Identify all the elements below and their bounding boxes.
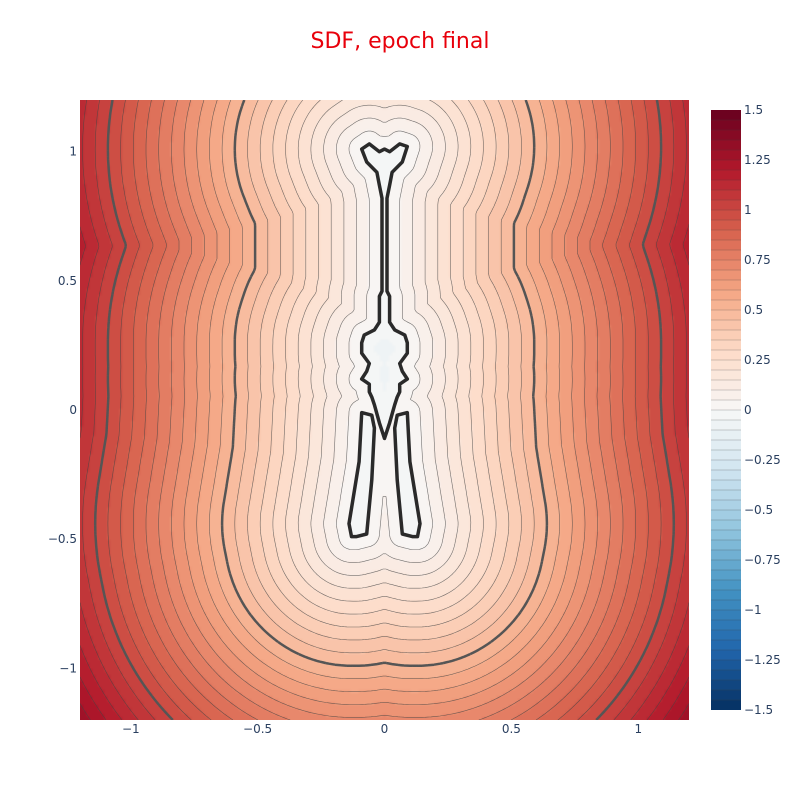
colorbar-tick-label: −0.75 (744, 553, 781, 567)
zero-level-contour (347, 410, 377, 539)
contour-line (272, 100, 497, 615)
colorbar-tick-label: 1.5 (744, 103, 763, 117)
y-tick-label: 1 (69, 145, 77, 159)
colorbar-tick-label: −0.5 (744, 503, 773, 517)
colorbar-tick-label: −1.5 (744, 703, 773, 717)
contour-line (336, 130, 433, 550)
colorbar-tick-label: −0.25 (744, 453, 781, 467)
colorbar-tick-label: −1 (744, 603, 762, 617)
contour-line (259, 100, 510, 628)
colorbar: 1.5 1.25 1 0.75 0.5 0.25 0 −0.25 −0.5 −0.75 −1 −1.2… (711, 103, 781, 717)
contour-line (158, 100, 611, 720)
y-tick-label: 0.5 (58, 274, 77, 288)
plot-area (80, 100, 689, 720)
contour-line (196, 100, 573, 692)
contour-line (80, 100, 689, 720)
colorbar-tick-label: 0.75 (744, 253, 771, 267)
y-tick-label: −1 (59, 661, 77, 675)
contour-line (120, 100, 649, 720)
contour-line (93, 100, 676, 720)
contour-line (80, 224, 689, 720)
colorbar-tick-label: 1.25 (744, 153, 771, 167)
contour-line (80, 676, 689, 720)
x-tick-label: −0.5 (243, 722, 272, 736)
contour-line (234, 100, 535, 654)
contour-line (171, 100, 598, 718)
contour-line (80, 703, 689, 720)
x-tick-label: 0 (381, 722, 389, 736)
colorbar-tick-label: 0.5 (744, 303, 763, 317)
colorbar-level-lines (711, 119, 741, 701)
x-tick-label: 1 (634, 722, 642, 736)
x-axis: −1 −0.5 0 0.5 1 (122, 722, 642, 736)
contour-line (285, 100, 484, 602)
contour-line (82, 100, 687, 720)
sdf-heatmap (80, 100, 689, 720)
zero-level-contour (392, 410, 422, 539)
contour-line (209, 100, 560, 679)
contour-line (183, 100, 586, 705)
contour-line (220, 100, 549, 668)
contour-line (323, 117, 446, 563)
colorbar-tick-label: 1 (744, 203, 752, 217)
x-tick-label: 0.5 (502, 722, 521, 736)
zero-level-contour (359, 142, 410, 441)
chart-title: SDF, epoch final (311, 29, 490, 54)
colorbar-tick-label: 0 (744, 403, 752, 417)
contour-line (310, 104, 459, 576)
contour-line (297, 100, 472, 589)
colorbar-tick-label: 0.25 (744, 353, 771, 367)
y-tick-label: 0 (69, 403, 77, 417)
contour-lines (80, 100, 689, 720)
contour-line (107, 100, 662, 720)
y-tick-label: −0.5 (48, 532, 77, 546)
zero-level-shape (347, 142, 422, 539)
contour-line (247, 100, 522, 641)
colorbar-ticks: 1.5 1.25 1 0.75 0.5 0.25 0 −0.25 −0.5 −0.75 −1 −1.2… (744, 103, 781, 717)
colorbar-tick-label: −1.25 (744, 653, 781, 667)
contour-line (133, 100, 636, 720)
y-axis: −1 −0.5 0 0.5 1 (48, 145, 77, 676)
contour-line (145, 100, 624, 720)
x-tick-label: −1 (122, 722, 140, 736)
